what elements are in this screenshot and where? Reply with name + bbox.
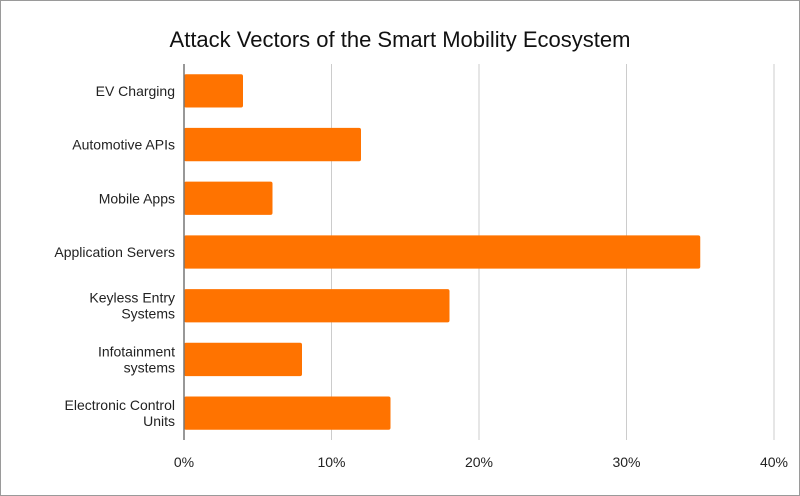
bar bbox=[184, 289, 450, 323]
bar bbox=[184, 396, 391, 430]
x-tick-label: 40% bbox=[760, 454, 788, 470]
x-tick-label: 30% bbox=[612, 454, 640, 470]
category-label: Mobile Apps bbox=[99, 190, 175, 206]
category-label: Keyless Entry Systems bbox=[89, 290, 175, 322]
bar bbox=[184, 74, 243, 108]
category-label: Electronic Control Units bbox=[65, 397, 176, 429]
category-label: EV Charging bbox=[96, 83, 175, 99]
x-tick-labels: 0% 10% 20% 30% 40% bbox=[174, 454, 788, 470]
bar bbox=[184, 181, 273, 215]
bar bbox=[184, 127, 361, 162]
category-label: Application Servers bbox=[54, 244, 175, 260]
category-label: Infotainment systems bbox=[98, 343, 175, 375]
category-labels: EV Charging Automotive APIs Mobile Apps App… bbox=[54, 83, 175, 429]
x-tick-label: 0% bbox=[174, 454, 194, 470]
category-label: Automotive APIs bbox=[72, 137, 175, 153]
bar bbox=[184, 235, 701, 269]
chart-title: Attack Vectors of the Smart Mobility Eco… bbox=[170, 27, 631, 52]
bar bbox=[184, 342, 302, 377]
x-tick-label: 10% bbox=[317, 454, 345, 470]
x-tick-label: 20% bbox=[465, 454, 493, 470]
bars bbox=[184, 74, 701, 430]
